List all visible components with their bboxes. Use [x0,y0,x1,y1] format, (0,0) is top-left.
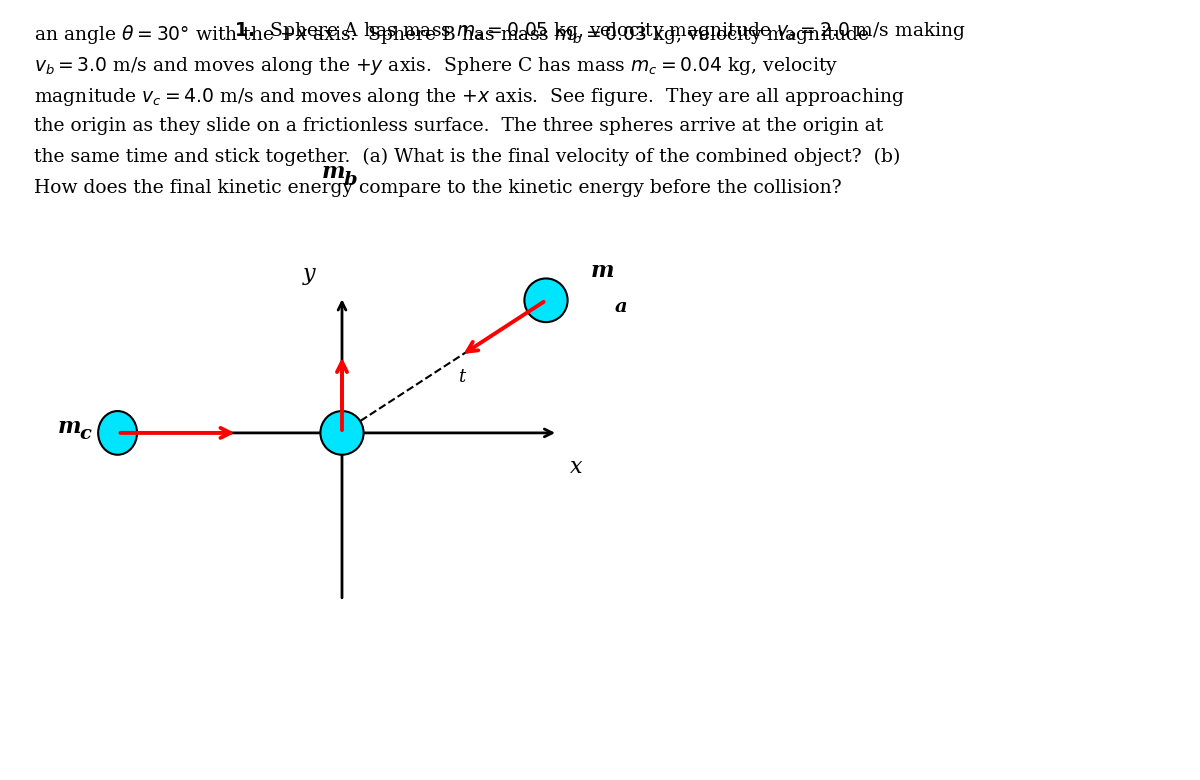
Text: x: x [570,456,582,478]
Text: t: t [458,368,466,386]
Text: b: b [343,171,356,189]
Text: m: m [58,416,82,438]
Text: c: c [79,425,91,443]
Text: How does the final kinetic energy compare to the kinetic energy before the colli: How does the final kinetic energy compar… [34,179,841,197]
Text: magnitude $v_c = 4.0$ m/s and moves along the $+x$ axis.  See figure.  They are : magnitude $v_c = 4.0$ m/s and moves alon… [34,86,905,108]
Text: the same time and stick together.  (a) What is the final velocity of the combine: the same time and stick together. (a) Wh… [34,148,900,166]
Ellipse shape [98,411,137,455]
Text: y: y [302,263,316,285]
Text: $v_b = 3.0$ m/s and moves along the $+y$ axis.  Sphere C has mass $m_c = 0.04$ k: $v_b = 3.0$ m/s and moves along the $+y$… [34,55,838,76]
Text: an angle $\theta = 30°$ with the $+x$ axis.  Sphere B has mass $m_b = 0.03$ kg, : an angle $\theta = 30°$ with the $+x$ ax… [34,23,869,46]
Text: m: m [322,161,346,183]
Text: m: m [590,261,614,282]
Text: a: a [614,298,628,316]
Text: $\mathbf{1.}$  Sphere A has mass $m_a = 0.05$ kg, velocity magnitude $v_a = 2.0$: $\mathbf{1.}$ Sphere A has mass $m_a = 0… [234,20,966,41]
Text: the origin as they slide on a frictionless surface.  The three spheres arrive at: the origin as they slide on a frictionle… [34,117,883,135]
Ellipse shape [320,411,364,455]
Ellipse shape [524,278,568,322]
